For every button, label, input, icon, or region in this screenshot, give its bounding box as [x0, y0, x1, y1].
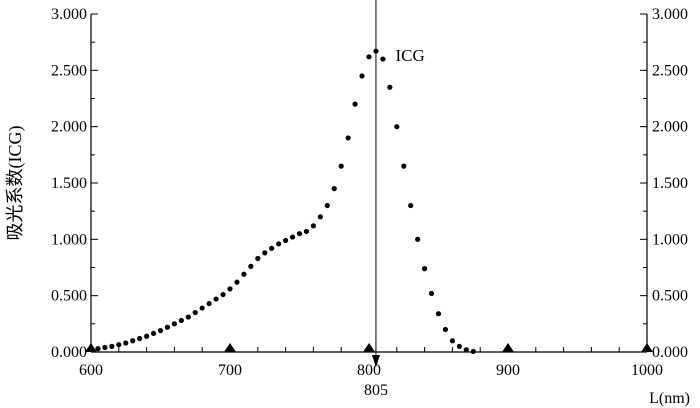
labels: 0.000 0.000 0.500 0.500 1.000 1.000 1.500 1.500…: [5, 6, 690, 407]
data-point: [394, 124, 400, 130]
data-point: [463, 347, 469, 353]
y-tick-label-right: 1.000: [652, 231, 688, 248]
y-tick-label-right: 3.000: [652, 6, 688, 23]
data-point: [422, 266, 428, 272]
data-point: [123, 340, 129, 346]
data-point: [241, 271, 247, 277]
data-point: [387, 84, 393, 90]
y-tick-label-left: 1.000: [51, 231, 87, 248]
data-point: [144, 333, 150, 339]
data-point: [157, 327, 164, 334]
data-point: [324, 202, 330, 209]
y-tick-label-left: 1.500: [51, 175, 87, 192]
y-tick-label-right: 1.500: [652, 175, 688, 192]
data-point: [171, 321, 177, 327]
y-tick-label-left: 2.500: [51, 62, 87, 79]
data-point: [95, 346, 101, 352]
x-tick-label: 700: [218, 362, 242, 379]
data-point: [262, 250, 268, 256]
y-tick-label-left: 0.500: [51, 288, 87, 305]
data-point: [137, 335, 143, 342]
data-point: [345, 135, 351, 141]
data-point: [102, 344, 108, 351]
data-point: [415, 236, 421, 242]
data-point: [220, 291, 226, 298]
y-tick-label-right: 0.000: [652, 344, 688, 361]
peak-arrow: [371, 355, 380, 367]
x-tick-label: 800: [357, 362, 381, 379]
series-annotation: ICG: [396, 46, 425, 65]
data-point: [116, 342, 122, 348]
data-point: [435, 311, 442, 317]
baseline-marker: [641, 343, 653, 352]
data-point: [380, 56, 386, 62]
data-point: [401, 163, 407, 169]
data-point: [206, 300, 212, 307]
x-tick-label: 1000: [631, 362, 663, 379]
data-point: [359, 73, 365, 79]
x-axis-label: L(nm): [649, 390, 690, 407]
data-point: [109, 343, 115, 349]
data-point: [373, 48, 379, 54]
y-tick-label-left: 0.000: [51, 344, 87, 361]
data-point: [303, 228, 310, 235]
data-point: [227, 286, 233, 292]
x-tick-label: 900: [496, 362, 520, 379]
data-point: [276, 241, 282, 247]
y-tick-label-left: 2.000: [51, 119, 87, 136]
data-point: [255, 255, 261, 262]
baseline-marker: [502, 343, 514, 352]
data-point: [185, 314, 191, 320]
data-point: [310, 223, 316, 229]
data-point: [199, 305, 205, 311]
data-point: [130, 338, 136, 344]
data-point: [289, 234, 296, 240]
data-point: [352, 101, 358, 107]
data-point: [192, 309, 198, 316]
data-point: [178, 317, 184, 324]
data-point: [442, 326, 449, 333]
data-point: [150, 330, 157, 337]
baseline-marker: [363, 343, 375, 352]
data-point: [470, 348, 476, 355]
baseline-marker: [224, 343, 236, 352]
data-point: [317, 214, 323, 220]
y-axis-label: 吸光系数(ICG): [5, 126, 26, 241]
data-point: [213, 296, 219, 302]
data-point: [456, 343, 462, 349]
data-point: [408, 202, 414, 209]
x-tick-label: 600: [79, 362, 103, 379]
y-tick-label-right: 0.500: [652, 288, 688, 305]
y-tick-label-right: 2.500: [652, 62, 688, 79]
data-point: [428, 290, 435, 297]
data-point: [283, 237, 289, 244]
data-point: [248, 263, 254, 269]
data-point: [296, 231, 303, 237]
ticks: [85, 13, 653, 353]
baseline-marker: [85, 343, 97, 352]
y-tick-label-right: 2.000: [652, 119, 688, 136]
y-tick-label-left: 3.000: [51, 6, 87, 23]
data-point: [449, 338, 455, 344]
data-point: [269, 245, 275, 251]
data-point: [366, 54, 372, 60]
data-point: [164, 324, 171, 330]
peak-label: 805: [364, 382, 388, 399]
data-point: [338, 163, 344, 169]
data-point: [234, 279, 240, 285]
data-points: [95, 48, 476, 355]
data-point: [331, 186, 337, 192]
